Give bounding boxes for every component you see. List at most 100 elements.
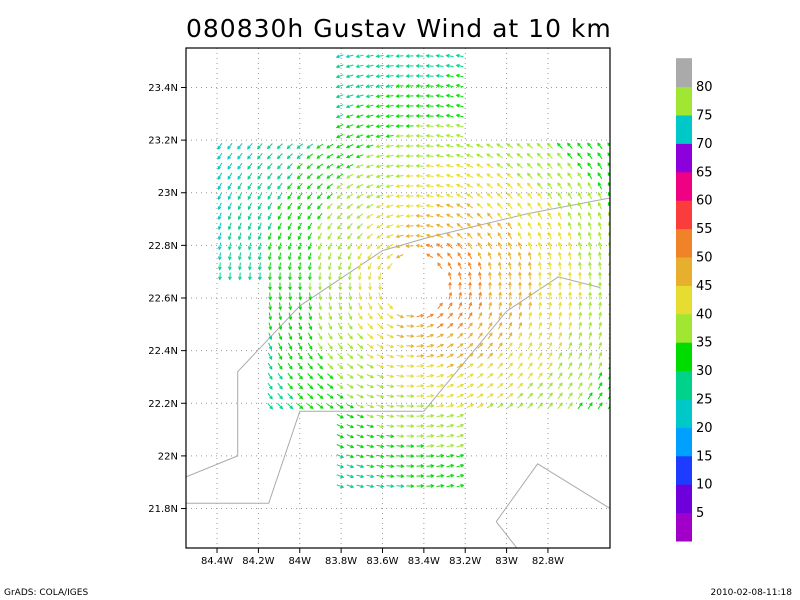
wind-arrow-head: [346, 205, 351, 209]
wind-arrow: [346, 74, 354, 78]
wind-arrow: [588, 252, 592, 260]
wind-arrow-head: [537, 182, 541, 187]
coastline: [495, 521, 518, 548]
wind-arrow-head: [450, 353, 455, 358]
wind-arrow: [436, 65, 444, 67]
wind-arrow-head: [319, 365, 323, 370]
wind-arrow-head: [425, 74, 430, 78]
wind-arrow-head: [217, 165, 222, 170]
wind-arrow: [218, 192, 222, 200]
wind-arrow: [436, 105, 444, 107]
wind-arrow-head: [365, 64, 370, 69]
wind-arrow-head: [248, 266, 252, 271]
wind-arrow-head: [528, 341, 533, 346]
wind-arrow: [378, 272, 382, 280]
wind-arrow-head: [309, 395, 314, 400]
wind-arrow-head: [578, 361, 583, 366]
wind-arrow-head: [340, 414, 345, 419]
wind-arrow-head: [247, 185, 252, 190]
wind-arrow-head: [517, 241, 522, 246]
wind-arrow-head: [360, 444, 365, 449]
wind-arrow-head: [486, 212, 491, 217]
wind-arrow-head: [395, 204, 400, 209]
wind-arrow: [456, 104, 464, 108]
wind-arrow-head: [307, 266, 312, 271]
colorbar-swatch: [676, 455, 692, 485]
wind-arrow-head: [278, 326, 283, 331]
wind-arrow-head: [405, 154, 410, 158]
wind-arrow: [297, 212, 303, 220]
wind-arrow: [437, 253, 443, 259]
wind-arrow: [358, 292, 362, 300]
wind-arrow-head: [598, 381, 603, 386]
colorbar-swatch: [676, 399, 692, 428]
wind-arrow: [366, 353, 374, 359]
wind-arrow-head: [326, 165, 331, 169]
wind-arrow: [547, 153, 553, 159]
wind-arrow-head: [478, 281, 482, 286]
wind-arrow: [548, 342, 552, 350]
wind-arrow-head: [395, 174, 400, 178]
wind-arrow-head: [268, 286, 272, 291]
wind-arrow: [347, 242, 353, 250]
wind-arrow-head: [380, 354, 385, 359]
wind-arrow: [487, 242, 493, 250]
wind-arrow: [277, 392, 283, 400]
wind-arrow: [287, 143, 293, 149]
wind-arrow: [527, 352, 533, 360]
wind-arrow: [367, 233, 373, 239]
wind-arrow-head: [410, 314, 415, 318]
wind-arrow-head: [440, 403, 445, 408]
wind-arrow-head: [288, 346, 293, 351]
wind-arrow: [386, 253, 394, 259]
wind-arrow: [548, 312, 552, 320]
wind-arrow: [487, 332, 493, 340]
wind-arrow: [376, 154, 384, 158]
wind-arrow-head: [359, 335, 364, 340]
wind-arrow: [527, 212, 533, 220]
wind-arrow: [346, 163, 354, 169]
wind-arrow-head: [569, 392, 573, 397]
wind-arrow: [336, 84, 344, 88]
wind-arrow: [416, 325, 424, 327]
wind-arrow: [446, 184, 454, 188]
wind-arrow: [539, 262, 541, 270]
wind-arrow-head: [435, 203, 440, 208]
wind-arrow: [519, 292, 521, 300]
wind-arrow-head: [350, 464, 355, 469]
wind-arrow: [328, 262, 332, 270]
wind-arrow: [558, 242, 562, 250]
wind-arrow-head: [318, 316, 323, 321]
wind-arrow-head: [385, 114, 390, 118]
wind-arrow-head: [370, 464, 375, 469]
wind-arrow-head: [297, 215, 302, 220]
wind-arrow: [517, 352, 523, 360]
wind-arrow-head: [395, 64, 400, 68]
wind-arrow: [386, 224, 394, 228]
wind-arrow-head: [517, 231, 522, 236]
wind-arrow: [228, 202, 232, 210]
wind-arrow: [487, 203, 493, 209]
wind-arrow: [337, 242, 343, 250]
wind-arrow: [326, 383, 334, 389]
wind-arrow-head: [377, 266, 382, 271]
wind-arrow-head: [528, 331, 533, 336]
wind-arrow-head: [558, 331, 563, 336]
wind-arrow: [458, 302, 462, 310]
wind-arrow: [476, 403, 484, 409]
wind-arrow: [298, 312, 302, 320]
wind-arrow-head: [365, 164, 370, 169]
wind-arrow: [607, 152, 610, 157]
wind-arrow-head: [435, 104, 440, 108]
wind-arrow-head: [598, 392, 603, 397]
wind-arrow-head: [410, 484, 415, 488]
wind-arrow-head: [378, 296, 383, 301]
wind-arrow-head: [277, 216, 282, 221]
wind-arrow-head: [430, 363, 435, 368]
wind-arrow: [436, 414, 444, 418]
wind-arrow-head: [517, 202, 521, 207]
wind-arrow: [356, 434, 364, 438]
wind-arrow: [366, 114, 374, 118]
wind-arrow-head: [456, 223, 461, 227]
wind-arrow-head: [405, 124, 410, 128]
